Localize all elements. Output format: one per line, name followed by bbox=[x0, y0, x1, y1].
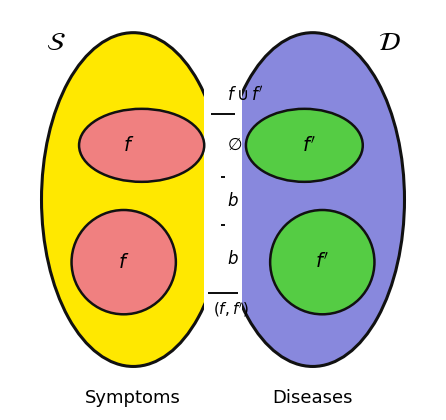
Circle shape bbox=[270, 210, 375, 314]
Text: Symptoms: Symptoms bbox=[85, 389, 181, 407]
Polygon shape bbox=[222, 177, 224, 225]
Ellipse shape bbox=[221, 33, 405, 367]
Text: $\mathcal{S}$: $\mathcal{S}$ bbox=[46, 30, 66, 56]
Circle shape bbox=[71, 210, 176, 314]
Polygon shape bbox=[212, 114, 234, 177]
Polygon shape bbox=[209, 225, 237, 294]
Bar bbox=[204, 22, 242, 381]
Text: $f$: $f$ bbox=[124, 136, 135, 155]
Text: $\emptyset$: $\emptyset$ bbox=[227, 136, 243, 154]
Text: $\mathcal{D}$: $\mathcal{D}$ bbox=[379, 30, 401, 56]
Text: $b$: $b$ bbox=[227, 192, 239, 210]
Text: $f'$: $f'$ bbox=[301, 135, 315, 155]
Text: $f$: $f$ bbox=[118, 253, 129, 272]
Text: $(f, f')$: $(f, f')$ bbox=[213, 301, 248, 320]
Text: Diseases: Diseases bbox=[273, 389, 353, 407]
Text: $f \cup f'$: $f \cup f'$ bbox=[227, 86, 264, 105]
Ellipse shape bbox=[246, 109, 363, 182]
Ellipse shape bbox=[41, 33, 225, 367]
Ellipse shape bbox=[79, 109, 204, 182]
Text: $b$: $b$ bbox=[227, 250, 239, 268]
Text: $f'$: $f'$ bbox=[315, 252, 329, 272]
